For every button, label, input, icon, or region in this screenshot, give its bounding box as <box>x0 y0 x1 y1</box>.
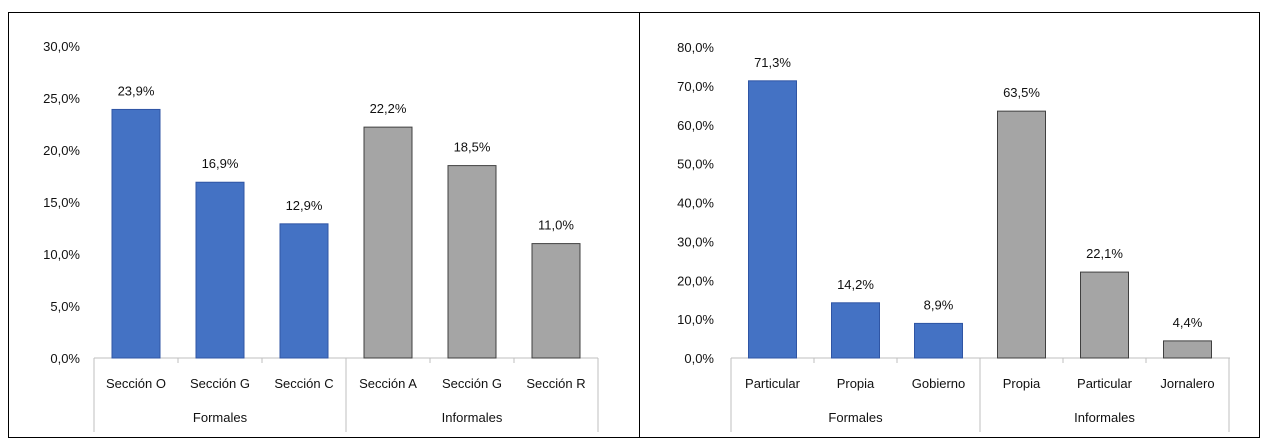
left-y-tick-label: 5,0% <box>50 299 80 314</box>
right-bar <box>748 80 797 359</box>
left-bar <box>363 126 413 359</box>
right-category-label: Particular <box>745 376 801 391</box>
right-category-label: Propia <box>837 376 875 391</box>
left-group-label: Informales <box>442 410 503 425</box>
right-group-label: Informales <box>1074 410 1135 425</box>
right-y-tick-label: 10,0% <box>677 312 714 327</box>
left-data-label: 16,9% <box>202 156 239 171</box>
right-bar <box>1163 340 1212 359</box>
left-category-label: Sección C <box>274 376 333 391</box>
right-data-label: 14,2% <box>837 277 874 292</box>
right-chart-panel <box>640 12 1260 438</box>
right-bar <box>1080 271 1129 359</box>
right-bar <box>997 110 1046 359</box>
left-category-label: Sección R <box>526 376 585 391</box>
left-category-label: Sección G <box>442 376 502 391</box>
right-y-tick-label: 0,0% <box>684 351 714 366</box>
left-category-label: Sección O <box>106 376 166 391</box>
right-y-tick-label: 20,0% <box>677 273 714 288</box>
right-y-tick-label: 30,0% <box>677 234 714 249</box>
right-group-label: Formales <box>828 410 883 425</box>
right-data-label: 22,1% <box>1086 246 1123 261</box>
left-data-label: 11,0% <box>538 218 574 233</box>
left-category-label: Sección G <box>190 376 250 391</box>
left-y-tick-label: 10,0% <box>43 247 80 262</box>
left-bar <box>111 108 161 359</box>
right-category-label: Gobierno <box>912 376 965 391</box>
right-y-tick-label: 50,0% <box>677 157 714 172</box>
left-y-tick-label: 30,0% <box>43 39 80 54</box>
left-group-label: Formales <box>193 410 248 425</box>
right-y-tick-label: 60,0% <box>677 118 714 133</box>
left-bar <box>279 223 329 359</box>
right-y-tick-label: 70,0% <box>677 79 714 94</box>
right-category-label: Jornalero <box>1160 376 1214 391</box>
left-data-label: 23,9% <box>118 83 155 98</box>
right-category-label: Propia <box>1003 376 1041 391</box>
left-y-tick-label: 20,0% <box>43 143 80 158</box>
right-data-label: 63,5% <box>1003 85 1040 100</box>
left-chart-panel <box>8 12 640 438</box>
left-bar <box>447 165 497 359</box>
left-data-label: 12,9% <box>286 198 323 213</box>
left-data-label: 22,2% <box>370 101 407 116</box>
left-bar <box>195 181 245 359</box>
right-data-label: 4,4% <box>1173 315 1203 330</box>
right-data-label: 71,3% <box>754 55 791 70</box>
right-bar <box>831 302 880 359</box>
left-y-tick-label: 0,0% <box>50 351 80 366</box>
right-y-tick-label: 80,0% <box>677 40 714 55</box>
left-data-label: 18,5% <box>454 140 491 155</box>
right-y-tick-label: 40,0% <box>677 196 714 211</box>
right-category-label: Particular <box>1077 376 1133 391</box>
left-category-label: Sección A <box>359 376 417 391</box>
left-y-tick-label: 15,0% <box>43 195 80 210</box>
left-bar <box>531 243 581 359</box>
left-y-tick-label: 25,0% <box>43 91 80 106</box>
right-data-label: 8,9% <box>924 297 954 312</box>
right-bar <box>914 322 963 359</box>
